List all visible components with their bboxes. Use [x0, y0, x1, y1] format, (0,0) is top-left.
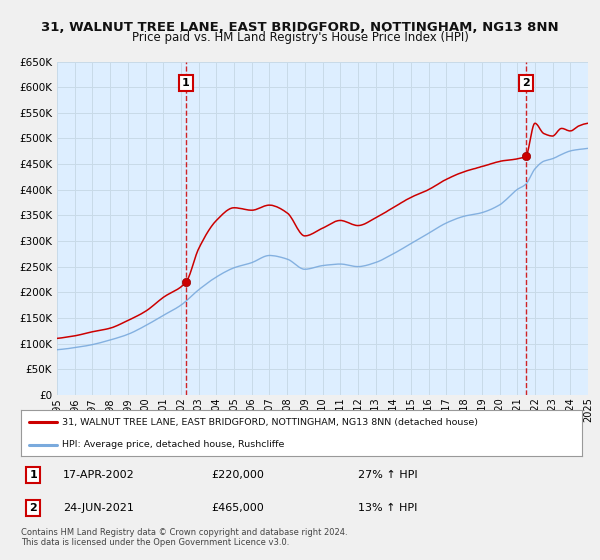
Text: 24-JUN-2021: 24-JUN-2021	[63, 503, 134, 513]
Text: 27% ↑ HPI: 27% ↑ HPI	[358, 470, 417, 480]
Text: 1: 1	[182, 78, 190, 88]
Text: 2: 2	[29, 503, 37, 513]
Text: 31, WALNUT TREE LANE, EAST BRIDGFORD, NOTTINGHAM, NG13 8NN: 31, WALNUT TREE LANE, EAST BRIDGFORD, NO…	[41, 21, 559, 34]
Text: £465,000: £465,000	[212, 503, 265, 513]
Text: Contains HM Land Registry data © Crown copyright and database right 2024.
This d: Contains HM Land Registry data © Crown c…	[21, 528, 347, 548]
Text: 1: 1	[29, 470, 37, 480]
Text: Price paid vs. HM Land Registry's House Price Index (HPI): Price paid vs. HM Land Registry's House …	[131, 31, 469, 44]
Text: 13% ↑ HPI: 13% ↑ HPI	[358, 503, 417, 513]
Text: 17-APR-2002: 17-APR-2002	[63, 470, 135, 480]
Text: 31, WALNUT TREE LANE, EAST BRIDGFORD, NOTTINGHAM, NG13 8NN (detached house): 31, WALNUT TREE LANE, EAST BRIDGFORD, NO…	[62, 418, 478, 427]
Text: £220,000: £220,000	[212, 470, 265, 480]
Text: 2: 2	[522, 78, 530, 88]
Text: HPI: Average price, detached house, Rushcliffe: HPI: Average price, detached house, Rush…	[62, 440, 284, 449]
